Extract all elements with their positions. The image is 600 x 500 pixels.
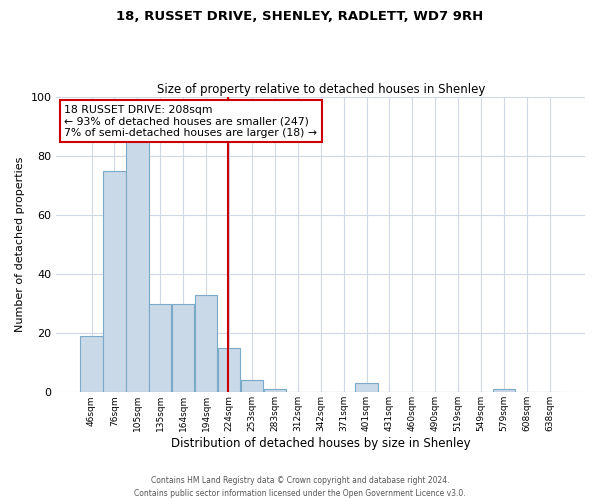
Text: 18, RUSSET DRIVE, SHENLEY, RADLETT, WD7 9RH: 18, RUSSET DRIVE, SHENLEY, RADLETT, WD7 …: [116, 10, 484, 23]
Title: Size of property relative to detached houses in Shenley: Size of property relative to detached ho…: [157, 83, 485, 96]
Bar: [355, 384, 377, 392]
Bar: [264, 390, 286, 392]
Bar: [172, 304, 194, 392]
Y-axis label: Number of detached properties: Number of detached properties: [15, 157, 25, 332]
Bar: [218, 348, 240, 393]
X-axis label: Distribution of detached houses by size in Shenley: Distribution of detached houses by size …: [171, 437, 470, 450]
Bar: [195, 295, 217, 392]
Bar: [126, 142, 149, 392]
Bar: [149, 304, 172, 392]
Bar: [103, 171, 125, 392]
Text: 18 RUSSET DRIVE: 208sqm
← 93% of detached houses are smaller (247)
7% of semi-de: 18 RUSSET DRIVE: 208sqm ← 93% of detache…: [64, 104, 317, 138]
Bar: [80, 336, 103, 392]
Bar: [493, 390, 515, 392]
Text: Contains HM Land Registry data © Crown copyright and database right 2024.
Contai: Contains HM Land Registry data © Crown c…: [134, 476, 466, 498]
Bar: [241, 380, 263, 392]
